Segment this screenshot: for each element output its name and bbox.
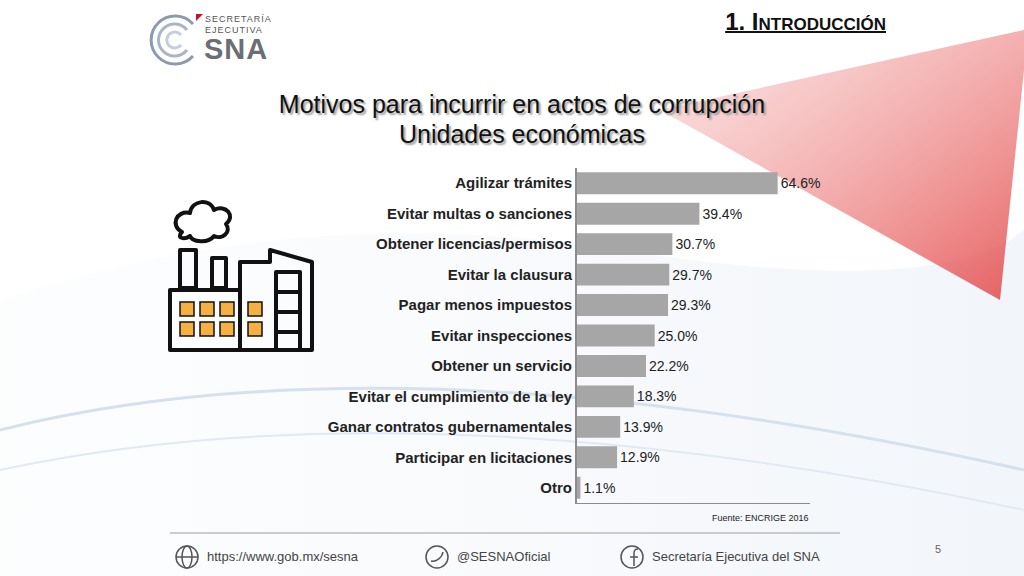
svg-text:25.0%: 25.0% xyxy=(658,328,698,344)
html-text:https://www.gob.mx/sesna: https://www.gob.mx/sesna xyxy=(207,549,358,564)
svg-text:64.6%: 64.6% xyxy=(781,175,821,191)
svg-text:29.7%: 29.7% xyxy=(672,267,712,283)
svg-text:Obtener licencias/permisos: Obtener licencias/permisos xyxy=(376,235,572,252)
html-text:SECRETARÍA: SECRETARÍA xyxy=(205,14,272,24)
svg-text:Ganar contratos gubernamentale: Ganar contratos gubernamentales xyxy=(328,418,572,435)
svg-text:Evitar el cumplimiento de la l: Evitar el cumplimiento de la ley xyxy=(349,388,573,405)
html-text:5: 5 xyxy=(935,543,942,555)
html-text:Unidades económicas: Unidades económicas xyxy=(399,120,645,148)
html-text:SNA: SNA xyxy=(204,33,269,65)
svg-text:Agilizar trámites: Agilizar trámites xyxy=(455,174,572,191)
html-text:EJECUTIVA: EJECUTIVA xyxy=(205,25,263,35)
html-text:1. Introducción: 1. Introducción xyxy=(725,8,886,35)
html-text:Motivos para incurrir en actos: Motivos para incurrir en actos de corrup… xyxy=(278,90,766,118)
svg-text:Pagar menos impuestos: Pagar menos impuestos xyxy=(399,296,572,313)
svg-text:Obtener un servicio: Obtener un servicio xyxy=(431,357,572,374)
svg-text:1.1%: 1.1% xyxy=(583,480,615,496)
svg-text:13.9%: 13.9% xyxy=(623,419,663,435)
svg-text:Otro: Otro xyxy=(540,479,572,496)
html-text:Secretaría Ejecutiva del SNA: Secretaría Ejecutiva del SNA xyxy=(652,549,820,564)
html-text:@SESNAOficial: @SESNAOficial xyxy=(457,549,551,564)
svg-text:Participar en licitaciones: Participar en licitaciones xyxy=(395,449,572,466)
svg-text:29.3%: 29.3% xyxy=(671,297,711,313)
svg-text:Evitar la clausura: Evitar la clausura xyxy=(448,266,573,283)
svg-text:22.2%: 22.2% xyxy=(649,358,689,374)
svg-text:12.9%: 12.9% xyxy=(620,449,660,465)
svg-text:39.4%: 39.4% xyxy=(702,206,742,222)
html-text:Fuente: ENCRIGE 2016: Fuente: ENCRIGE 2016 xyxy=(712,513,809,523)
svg-text:30.7%: 30.7% xyxy=(675,236,715,252)
svg-text:Evitar multas o sanciones: Evitar multas o sanciones xyxy=(387,205,572,222)
svg-text:18.3%: 18.3% xyxy=(637,388,677,404)
svg-text:Evitar inspecciones: Evitar inspecciones xyxy=(431,327,572,344)
